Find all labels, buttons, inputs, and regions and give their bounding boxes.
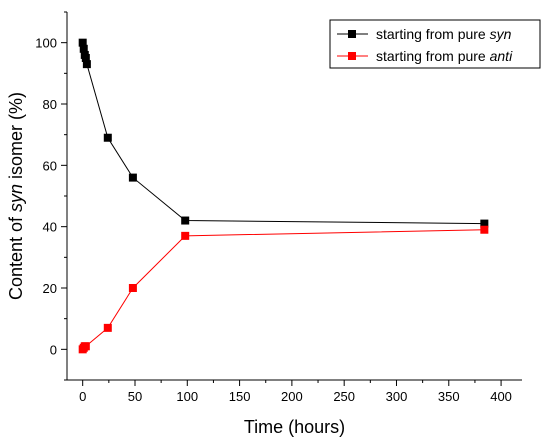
x-tick-label: 100 (176, 389, 198, 404)
y-tick-label: 100 (35, 36, 57, 51)
x-tick-label: 50 (128, 389, 142, 404)
legend-label-syn-text: starting from pure (376, 26, 490, 42)
x-tick-label: 0 (79, 389, 86, 404)
data-point (128, 284, 137, 292)
y-axis-ticks: 0 20 40 60 80 100 (35, 11, 67, 381)
x-tick-label: 250 (333, 389, 355, 404)
data-point (103, 323, 112, 332)
legend-label-syn-italic: syn (490, 26, 512, 42)
data-point (81, 54, 90, 62)
y-tick-label: 20 (43, 281, 57, 296)
y-axis-title-part-3: isomer (%) (6, 92, 26, 184)
data-point (181, 231, 190, 240)
y-axis-title-part-2: syn (6, 184, 26, 212)
legend-label-syn: starting from pure syn (376, 26, 512, 42)
legend-entry-syn: starting from pure syn (337, 26, 512, 42)
data-point (81, 342, 90, 351)
y-tick-label: 40 (43, 220, 57, 235)
legend-label-anti-italic: anti (490, 48, 513, 64)
x-axis-ticks: 0 50 100 150 200 250 300 350 400 (79, 380, 512, 404)
legend-entry-anti: starting from pure anti (337, 48, 513, 64)
legend: starting from pure syn starting from pur… (329, 19, 541, 69)
data-point (128, 173, 137, 182)
data-point (480, 219, 489, 228)
legend-marker-syn (348, 30, 356, 38)
legend-marker-anti (348, 52, 356, 60)
x-tick-label: 400 (490, 389, 512, 404)
y-tick-label: 80 (43, 97, 57, 112)
y-axis-title: Content of syn isomer (%) (6, 92, 26, 300)
series-layer (78, 38, 489, 354)
series-line-0 (82, 42, 485, 225)
data-point (82, 60, 91, 69)
data-point (103, 133, 112, 142)
x-tick-label: 150 (229, 389, 251, 404)
series-line-1 (82, 229, 485, 350)
y-tick-label: 0 (50, 342, 57, 357)
legend-label-anti-text: starting from pure (376, 48, 490, 64)
legend-box (329, 19, 541, 69)
data-point (78, 38, 87, 47)
data-point (181, 216, 190, 225)
x-tick-label: 200 (281, 389, 303, 404)
data-point (79, 44, 88, 53)
data-point (480, 225, 489, 234)
y-tick-label: 60 (43, 158, 57, 173)
legend-label-anti: starting from pure anti (376, 48, 513, 64)
x-axis-title: Time (hours) (244, 417, 345, 437)
y-axis-title-part-1: Content of (6, 212, 26, 300)
x-tick-label: 350 (438, 389, 460, 404)
x-tick-label: 300 (386, 389, 408, 404)
